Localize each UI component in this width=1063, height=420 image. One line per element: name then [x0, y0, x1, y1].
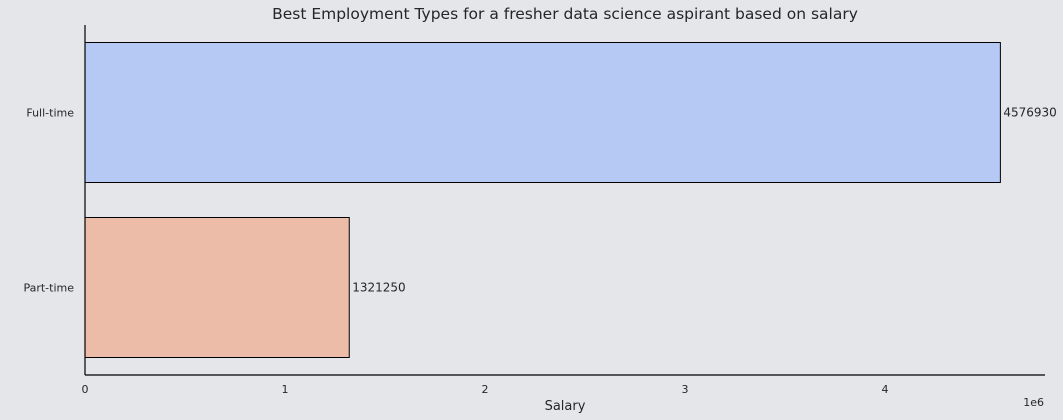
- bar-value-label: 1321250: [352, 281, 405, 295]
- y-tick-label: Part-time: [23, 282, 74, 295]
- x-tick-label: 3: [682, 383, 689, 396]
- ticks-layer: 0 1 2 3 4: [82, 383, 889, 396]
- bar-part-time: [84, 217, 350, 358]
- bar-value-label: 4576930: [1003, 106, 1056, 120]
- bars-layer: [84, 42, 1001, 358]
- labels-layer: Full-time 4576930 Part-time 1321250: [23, 106, 1056, 295]
- bar-full-time: [84, 42, 1001, 183]
- y-tick-label: Full-time: [26, 107, 74, 120]
- x-offset-label: 1e6: [1023, 396, 1044, 409]
- x-tick-label: 4: [882, 383, 889, 396]
- chart-title: Best Employment Types for a fresher data…: [272, 5, 858, 23]
- x-tick-label: 1: [282, 383, 289, 396]
- x-axis-label: Salary: [545, 399, 586, 414]
- x-tick-label: 2: [482, 383, 489, 396]
- x-tick-label: 0: [82, 383, 89, 396]
